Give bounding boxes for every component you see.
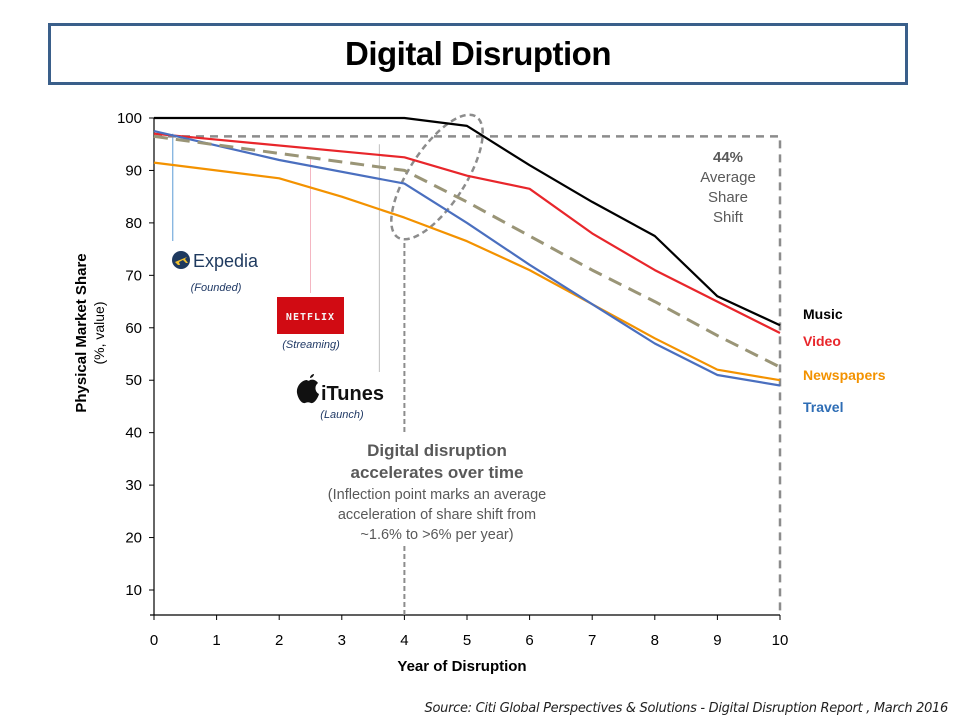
x-tick-label: 5 [463, 632, 471, 649]
netflix-caption: (Streaming) [282, 339, 340, 351]
share-shift-label: Average [700, 169, 756, 186]
x-tick-label: 3 [338, 632, 346, 649]
page-title: Digital Disruption [345, 35, 612, 72]
y-axis-sublabel: (%, value) [91, 301, 107, 364]
series-line-video [153, 132, 781, 334]
x-tick-label: 2 [275, 632, 283, 649]
inflection-detail: (Inflection point marks an average [328, 487, 546, 503]
x-tick-label: 6 [525, 632, 533, 649]
legend-item-travel: Travel [803, 399, 843, 415]
y-tick-label: 100 [117, 110, 142, 127]
annotations: 44% Average Share Shift Digital disruption ac… [328, 149, 756, 543]
x-tick-label: 7 [588, 632, 596, 649]
y-tick-label: 70 [125, 267, 142, 284]
x-tick-label: 4 [400, 632, 408, 649]
netflix-logo: NETFLIX [277, 297, 344, 334]
share-shift-label: Shift [713, 209, 744, 226]
y-tick-label: 20 [125, 530, 142, 547]
legend: Music Video Newspapers Travel [803, 306, 886, 415]
y-tick-label: 10 [125, 582, 142, 599]
source-note: Source: Citi Global Perspectives & Solut… [424, 701, 949, 716]
series-line-average [153, 134, 781, 369]
x-tick-label: 9 [713, 632, 721, 649]
x-tick-label: 0 [150, 632, 158, 649]
legend-item-music: Music [803, 306, 843, 322]
netflix-wordmark: NETFLIX [286, 312, 335, 323]
inflection-headline: Digital disruption [367, 441, 507, 460]
x-tick-label: 10 [772, 632, 789, 649]
x-tick-label: 1 [212, 632, 220, 649]
inflection-detail: acceleration of share shift from [338, 507, 536, 523]
expedia-logo: Expedia [172, 251, 259, 271]
legend-item-newspapers: Newspapers [803, 367, 886, 383]
legend-item-video: Video [803, 333, 841, 349]
expedia-wordmark: Expedia [193, 251, 259, 271]
x-tick-label: 8 [651, 632, 659, 649]
expedia-plane-icon [175, 257, 188, 265]
y-tick-label: 40 [125, 425, 142, 442]
share-shift-value: 44% [713, 149, 743, 166]
y-tick-label: 90 [125, 162, 142, 179]
x-axis-label: Year of Disruption [397, 658, 526, 675]
title-box: Digital Disruption [48, 23, 908, 85]
y-tick-label: 50 [125, 372, 142, 389]
inflection-detail: ~1.6% to >6% per year) [360, 527, 513, 543]
y-tick-label: 30 [125, 477, 142, 494]
event-markers: Expedia (Founded) NETFLIX (Streaming) iTunes… [172, 133, 384, 421]
share-shift-label: Share [708, 189, 748, 206]
series-line-music [154, 116, 781, 327]
y-tick-label: 80 [125, 215, 142, 232]
inflection-ellipse [390, 113, 484, 241]
series-line-newspapers [153, 161, 781, 382]
share-shift-bracket [154, 135, 782, 615]
y-tick-label: 60 [125, 320, 142, 337]
y-axis-label: Physical Market Share [73, 253, 90, 412]
itunes-wordmark: iTunes [321, 383, 384, 405]
series-line-travel [153, 130, 781, 387]
series-group [153, 116, 781, 387]
apple-icon [296, 374, 319, 404]
itunes-logo: iTunes [296, 374, 384, 405]
netflix-badge [277, 297, 344, 334]
expedia-caption: (Founded) [191, 282, 242, 294]
inflection-headline: accelerates over time [351, 463, 524, 482]
reference-lines [154, 113, 782, 615]
itunes-caption: (Launch) [320, 409, 364, 421]
